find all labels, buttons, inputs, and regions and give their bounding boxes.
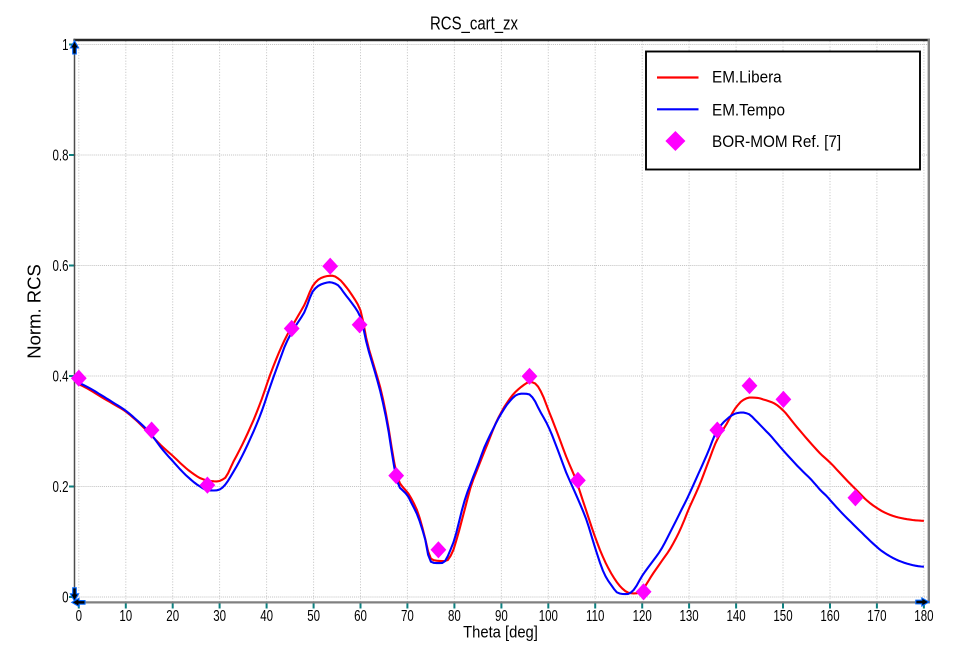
svg-text:0.4: 0.4 [52,367,68,385]
svg-text:0: 0 [62,588,69,606]
svg-text:Norm. RCS: Norm. RCS [24,264,45,359]
svg-text:0.8: 0.8 [52,146,68,164]
svg-text:EM.Libera: EM.Libera [712,68,782,87]
svg-text:80: 80 [448,606,461,624]
svg-text:180: 180 [914,606,933,624]
svg-text:30: 30 [213,606,226,624]
svg-text:0.2: 0.2 [52,477,68,495]
svg-text:70: 70 [401,606,414,624]
svg-text:RCS_cart_zx: RCS_cart_zx [430,13,519,34]
svg-text:160: 160 [820,606,839,624]
svg-text:100: 100 [539,606,558,624]
svg-text:170: 170 [867,606,886,624]
svg-text:60: 60 [354,606,367,624]
svg-text:0: 0 [76,606,83,624]
svg-text:150: 150 [773,606,792,624]
svg-text:130: 130 [679,606,698,624]
svg-text:0.6: 0.6 [52,256,68,274]
svg-text:90: 90 [495,606,508,624]
svg-text:140: 140 [726,606,745,624]
svg-text:EM.Tempo: EM.Tempo [712,101,785,120]
svg-text:40: 40 [260,606,273,624]
svg-text:50: 50 [307,606,320,624]
svg-text:10: 10 [119,606,132,624]
svg-text:1: 1 [62,35,69,53]
svg-text:120: 120 [633,606,652,624]
svg-text:20: 20 [166,606,179,624]
svg-text:110: 110 [586,606,605,624]
svg-text:BOR-MOM Ref. [7]: BOR-MOM Ref. [7] [712,132,841,151]
svg-text:Theta [deg]: Theta [deg] [463,624,538,642]
